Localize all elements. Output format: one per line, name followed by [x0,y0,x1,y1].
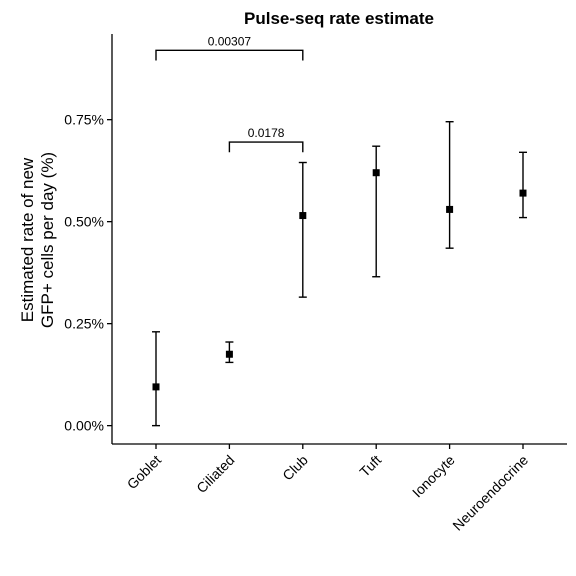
x-tick-label: Goblet [124,452,165,493]
y-axis-label-line-2: GFP+ cells per day (%) [38,152,57,328]
chart-title: Pulse-seq rate estimate [244,9,434,28]
y-tick-label: 0.50% [64,214,104,230]
y-axis-label-line-1: Estimated rate of new [18,157,37,322]
significance-bracket [228,141,304,153]
data-point [299,212,307,220]
x-tick-label: Ciliated [193,452,237,496]
y-ticks: 0.00% 0.25% 0.50% 0.75% [64,112,112,434]
y-tick-label: 0.75% [64,112,104,128]
y-tick-label: 0.00% [64,418,104,434]
significance-label: 0.0178 [248,126,285,140]
data-point [152,383,160,391]
significance-label: 0.00307 [208,34,252,48]
significance-bracket [155,49,304,61]
x-ticks: Goblet Ciliated Club Tuft IonocyteNeuroendoc… [124,444,531,534]
data-marks [152,121,527,427]
data-point [446,205,454,213]
x-tick-label: Ionocyte [409,452,458,501]
data-point [519,189,527,197]
y-axis-label: Estimated rate of new GFP+ cells per day… [18,152,57,328]
x-tick-label: Tuft [356,452,384,480]
data-point [225,350,233,358]
x-tick-label: Club [279,452,311,484]
data-point [372,169,380,177]
y-tick-label: 0.25% [64,316,104,332]
x-tick-label: Neuroendocrine [449,452,531,534]
significance-annotations: 0.00307 0.0178 [155,34,304,153]
